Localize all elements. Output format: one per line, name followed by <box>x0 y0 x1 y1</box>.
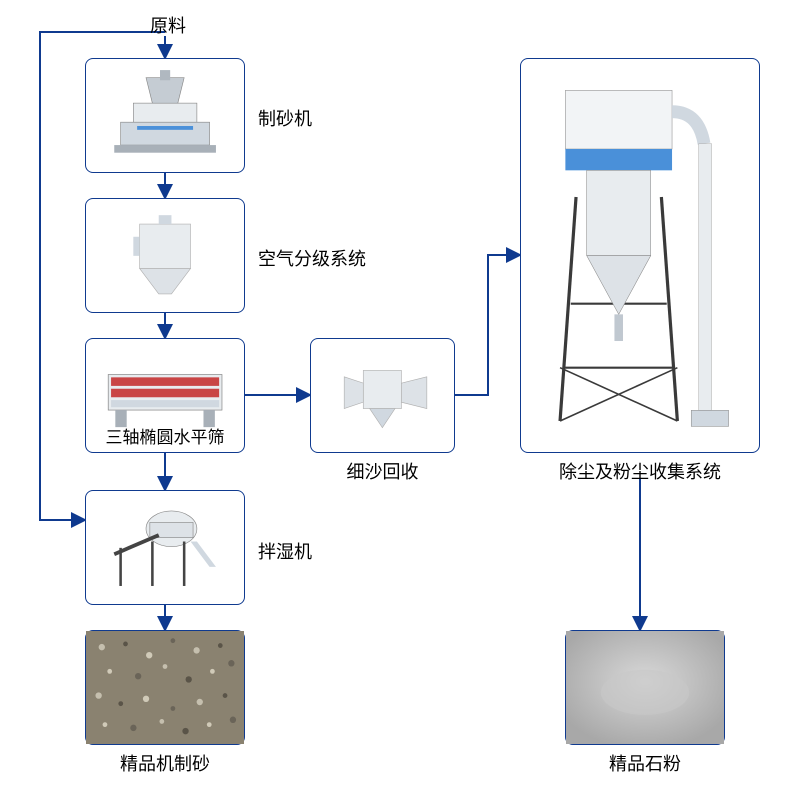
premium-powder-icon <box>566 631 724 744</box>
premium-sand-icon <box>86 631 244 744</box>
premium-sand-node <box>85 630 245 745</box>
fine-sand-recovery-icon <box>318 345 447 447</box>
air-classifier-icon <box>94 205 236 307</box>
air-classifier-label: 空气分级系统 <box>258 245 366 271</box>
dust-collection-node <box>520 58 760 453</box>
premium-powder-label: 精品石粉 <box>565 750 725 776</box>
premium-powder-node <box>565 630 725 745</box>
premium-sand-label: 精品机制砂 <box>85 750 245 776</box>
triaxial-screen-label: 三轴椭圆水平筛 <box>86 423 244 448</box>
triaxial-screen-node: 三轴椭圆水平筛 <box>85 338 245 453</box>
sand-maker-label: 制砂机 <box>258 105 312 131</box>
mixer-label: 拌湿机 <box>258 538 312 564</box>
dust-collection-icon <box>527 69 753 442</box>
sand-maker-node <box>85 58 245 173</box>
sand-maker-icon <box>94 65 236 167</box>
fine-sand-recovery-label: 细沙回收 <box>310 458 455 484</box>
fine-sand-recovery-node <box>310 338 455 453</box>
air-classifier-node <box>85 198 245 313</box>
raw-material-label: 原料 <box>150 12 186 38</box>
mixer-icon <box>94 497 236 599</box>
mixer-node <box>85 490 245 605</box>
dust-collection-label: 除尘及粉尘收集系统 <box>520 458 760 484</box>
